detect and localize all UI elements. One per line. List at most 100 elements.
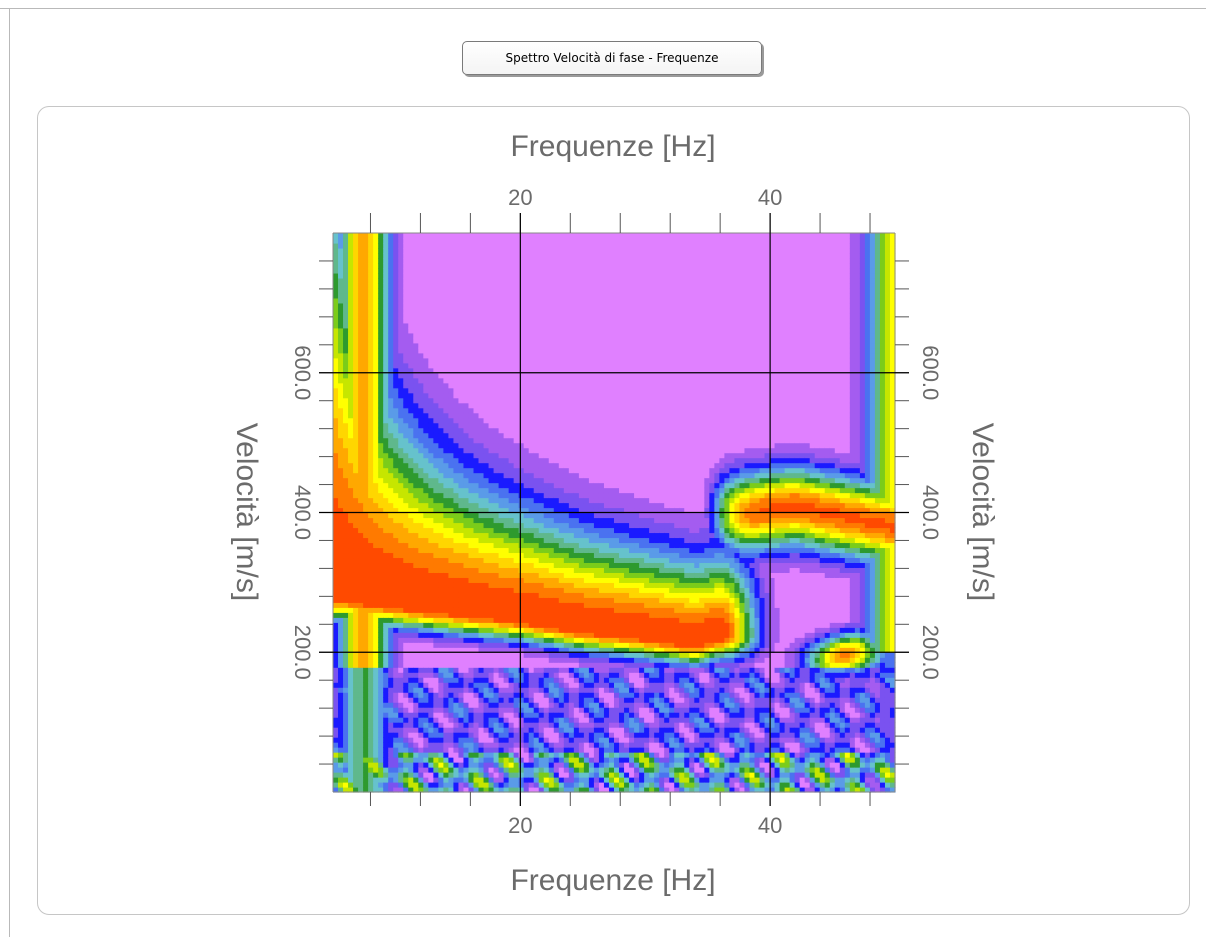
heatmap-cell	[398, 662, 404, 668]
heatmap-cell	[473, 442, 480, 449]
heatmap-cell	[383, 747, 389, 753]
heatmap-cell	[498, 542, 505, 549]
heatmap-cell	[533, 527, 540, 534]
heatmap-cell	[428, 247, 434, 254]
heatmap-cell	[443, 547, 450, 554]
heatmap-cell	[363, 777, 369, 783]
heatmap-cell	[333, 532, 339, 539]
heatmap-cell	[508, 712, 515, 718]
heatmap-cell	[403, 487, 409, 494]
heatmap-cell	[513, 347, 520, 354]
heatmap-cell	[433, 667, 439, 673]
heatmap-cell	[413, 312, 419, 319]
heatmap-cell	[393, 702, 399, 708]
heatmap-cell	[358, 632, 364, 638]
heatmap-cell	[473, 562, 480, 568]
heatmap-cell	[468, 592, 475, 598]
heatmap-cell	[493, 587, 500, 593]
heatmap-cell	[513, 542, 520, 549]
heatmap-cell	[373, 322, 379, 329]
heatmap-cell	[363, 662, 369, 668]
heatmap-cell	[378, 637, 384, 643]
heatmap-cell	[413, 602, 419, 608]
heatmap-cell	[528, 312, 535, 319]
heatmap-cell	[473, 512, 480, 519]
heatmap-cell	[423, 632, 429, 638]
heatmap-cell	[433, 507, 439, 514]
heatmap-cell	[458, 322, 465, 329]
heatmap-cell	[503, 317, 510, 324]
heatmap-cell	[543, 252, 550, 259]
heatmap-cell	[338, 627, 344, 633]
heatmap-cell	[483, 787, 490, 793]
heatmap-cell	[538, 547, 545, 554]
heatmap-cell	[468, 367, 475, 374]
heatmap-cell	[473, 407, 480, 414]
heatmap-cell	[348, 577, 354, 583]
heatmap-cell	[458, 457, 465, 464]
heatmap-cell	[413, 627, 419, 633]
heatmap-cell	[443, 592, 450, 598]
heatmap-cell	[503, 312, 510, 319]
heatmap-cell	[538, 257, 545, 264]
heatmap-cell	[403, 582, 409, 588]
heatmap-cell	[428, 297, 434, 304]
heatmap-cell	[358, 372, 364, 379]
heatmap-cell	[468, 622, 475, 628]
heatmap-cell	[508, 237, 515, 244]
heatmap-cell	[408, 237, 414, 244]
heatmap-cell	[448, 282, 455, 289]
heatmap-cell	[373, 707, 379, 713]
heatmap-cell	[348, 652, 354, 658]
heatmap-cell	[433, 777, 439, 783]
heatmap-cell	[383, 327, 389, 334]
heatmap-cell	[523, 437, 530, 444]
heatmap-cell	[458, 287, 465, 294]
heatmap-cell	[413, 522, 419, 529]
heatmap-cell	[538, 362, 545, 369]
chart-title-button[interactable]: Spettro Velocità di fase - Frequenze	[462, 41, 762, 75]
heatmap-cell	[463, 777, 470, 783]
heatmap-cell	[393, 267, 399, 274]
heatmap-cell	[473, 742, 480, 748]
heatmap-cell	[548, 712, 555, 718]
heatmap-cell	[553, 782, 560, 788]
heatmap-cell	[523, 462, 530, 469]
heatmap-cell	[498, 787, 505, 793]
heatmap-cell	[438, 332, 444, 339]
heatmap-cell	[438, 632, 444, 638]
heatmap-cell	[553, 627, 560, 633]
heatmap-cell	[508, 242, 515, 249]
heatmap-cell	[413, 782, 419, 788]
heatmap-cell	[393, 737, 399, 743]
heatmap-cell	[473, 382, 480, 389]
heatmap-cell	[423, 437, 429, 444]
heatmap-cell	[468, 617, 475, 623]
heatmap-cell	[333, 662, 339, 668]
heatmap-cell	[548, 582, 555, 588]
heatmap-cell	[368, 592, 374, 598]
heatmap-cell	[508, 377, 515, 384]
heatmap-cell	[333, 272, 339, 279]
heatmap-cell	[458, 402, 465, 409]
heatmap-cell	[473, 437, 480, 444]
heatmap-cell	[478, 657, 485, 663]
heatmap-cell	[363, 712, 369, 718]
heatmap-cell	[378, 522, 384, 529]
heatmap-cell	[368, 547, 374, 554]
heatmap-cell	[353, 787, 359, 793]
heatmap-cell	[458, 372, 465, 379]
heatmap-cell	[368, 757, 374, 763]
heatmap-cell	[553, 677, 560, 683]
heatmap-cell	[403, 292, 409, 299]
heatmap-cell	[513, 432, 520, 439]
heatmap-cell	[393, 262, 399, 269]
heatmap-cell	[428, 467, 434, 474]
heatmap-cell	[473, 547, 480, 554]
heatmap-cell	[523, 352, 530, 359]
heatmap-cell	[378, 777, 384, 783]
heatmap-cell	[503, 452, 510, 459]
heatmap-cell	[373, 507, 379, 514]
heatmap-cell	[463, 552, 470, 559]
heatmap-cell	[383, 557, 389, 564]
